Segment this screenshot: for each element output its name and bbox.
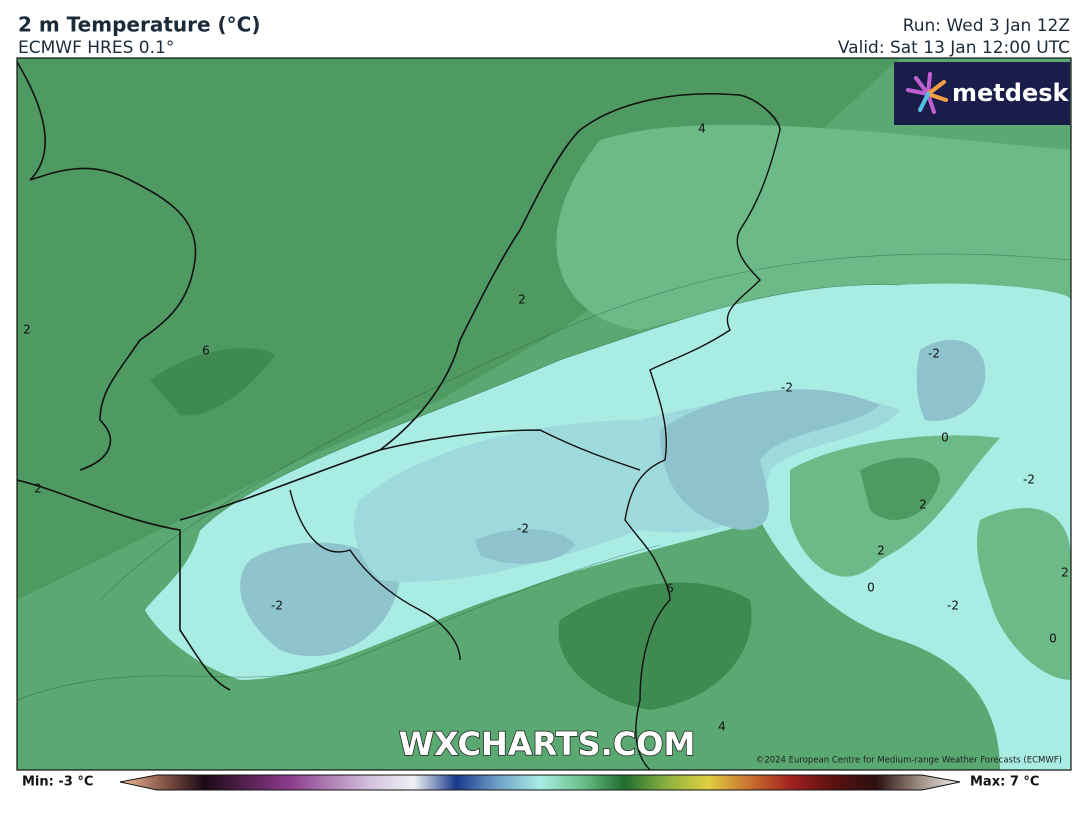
colorbar-fill [119, 774, 961, 791]
min-label: Min: -3 °C [22, 775, 93, 790]
coastline [179, 92, 781, 521]
valid-time: Valid: Sat 13 Jan 12:00 UTC [838, 38, 1070, 58]
logo-text: metdesk [952, 79, 1070, 107]
contour-label: 2 [1061, 566, 1069, 580]
contour-label: -2 [271, 599, 283, 613]
contour-label: -2 [928, 347, 940, 361]
isotherm [199, 284, 901, 531]
contour-label: 6 [666, 582, 674, 596]
country-border [289, 429, 641, 661]
isotherm [17, 544, 661, 701]
contour-label: 2 [23, 323, 31, 337]
warm-hills-core [558, 582, 752, 710]
contour-label: -2 [517, 522, 529, 536]
coastline [17, 61, 231, 691]
warm-core [150, 348, 275, 416]
contour-label: -2 [781, 381, 793, 395]
cold-core-center [475, 529, 575, 564]
contour-label: 0 [941, 431, 949, 445]
cold-core-east [660, 389, 880, 530]
contour-labels: 4 2 2 6 -2 -2 0 2 -2 2 -2 2 0 6 -2 -2 2 0 4 [23, 122, 1069, 734]
logo-icon [906, 72, 948, 114]
title: 2 m Temperature (°C) [18, 13, 260, 37]
colorbar: Min: -3 °C Max: 7 °C [22, 774, 1039, 791]
logo: metdesk [894, 62, 1070, 125]
contour-label: 4 [698, 122, 706, 136]
copyright: ©2024 European Centre for Medium-range W… [756, 756, 1062, 766]
warm-core-east [860, 457, 940, 520]
contour-label: 2 [34, 482, 42, 496]
subtitle: ECMWF HRES 0.1° [18, 38, 174, 58]
contour-label: -2 [1023, 473, 1035, 487]
contour-label: 0 [1049, 632, 1057, 646]
contour-label: 4 [718, 720, 726, 734]
contour-label: 0 [867, 581, 875, 595]
contour-label: 2 [919, 498, 927, 512]
contour-label: 2 [877, 544, 885, 558]
watermark: WXCHARTS.COM [399, 725, 696, 763]
contour-label: -2 [947, 599, 959, 613]
run-time: Run: Wed 3 Jan 12Z [903, 16, 1070, 36]
contour-label: 6 [202, 344, 210, 358]
warm-patch-far-east [977, 508, 1071, 680]
cold-core [240, 542, 400, 657]
cold-core-ne [916, 340, 986, 421]
country-border [624, 129, 781, 770]
map-frame [16, 57, 1072, 771]
land-mild [556, 124, 1071, 330]
map: 4 2 2 6 -2 -2 0 2 -2 2 -2 2 0 6 -2 -2 2 0 4 WXCHARTS.COM ©… [17, 58, 1071, 770]
max-label: Max: 7 °C [970, 775, 1039, 790]
contour-label: 2 [518, 293, 526, 307]
